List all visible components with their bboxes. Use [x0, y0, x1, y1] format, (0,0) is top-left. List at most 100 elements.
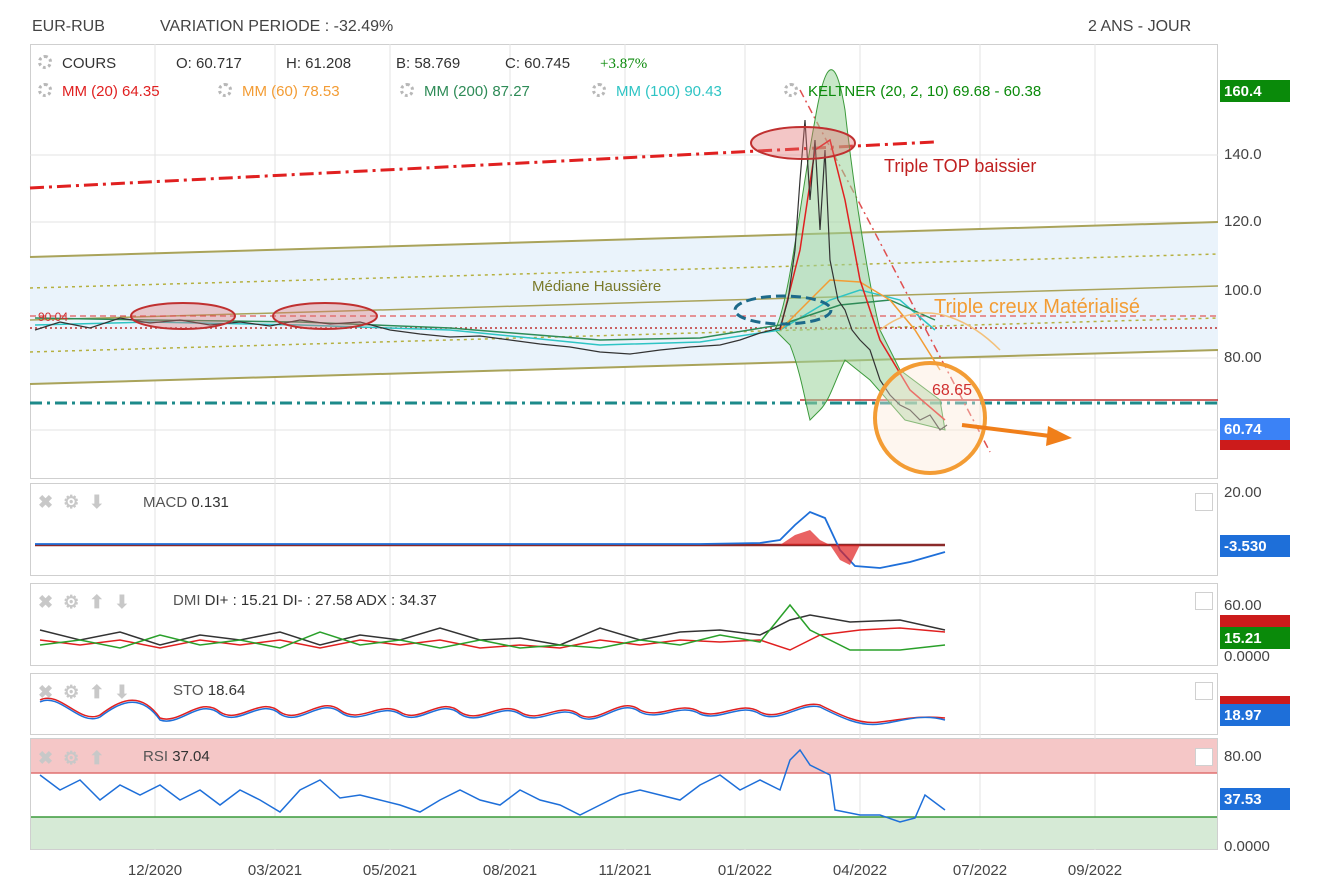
annotation-triple-top: Triple TOP baissier	[884, 156, 1037, 176]
di-minus-line	[39, 627, 946, 651]
arrow-down-icon[interactable]: ⬇	[114, 592, 130, 612]
dmi-di-minus-tag	[1220, 615, 1290, 627]
arrow-down-icon[interactable]: ⬇	[114, 682, 130, 702]
rsi-overbought-zone	[31, 739, 1217, 773]
resistance-line	[29, 140, 936, 190]
x-tick: 08/2021	[482, 862, 538, 879]
spike-base-ellipse	[733, 294, 833, 326]
rsi-label: RSI 37.04	[143, 748, 210, 765]
arrow-down-icon[interactable]: ⬇	[89, 492, 105, 512]
orange-arc	[879, 312, 1001, 351]
legend-cours[interactable]: COURS	[38, 55, 116, 72]
left-top-ellipse-2	[272, 302, 378, 330]
period-selector[interactable]: 2 ANS - JOUR	[1088, 18, 1192, 35]
sto-panel	[30, 673, 1218, 735]
arrow-up-icon[interactable]: ⬆	[89, 682, 105, 702]
gear-icon[interactable]	[38, 83, 52, 97]
dmi-panel	[30, 583, 1218, 666]
annotation-mediane: Médiane Haussière	[532, 278, 662, 295]
symbol-label: EUR-RUB	[32, 18, 105, 35]
triple-top-ellipse	[750, 126, 856, 160]
macd-line	[35, 510, 946, 569]
x-tick: 05/2021	[362, 862, 418, 879]
x-tick: 07/2022	[952, 862, 1008, 879]
variation-label: VARIATION PERIODE : -32.49%	[160, 18, 394, 35]
arrow-up-icon[interactable]: ⬆	[89, 748, 105, 768]
trend-arrow-head	[1046, 426, 1072, 446]
sto-signal	[39, 697, 946, 724]
gear-icon[interactable]: ⚙	[63, 682, 80, 702]
close-icon[interactable]: ✖	[38, 592, 54, 612]
channel-median	[29, 285, 1219, 321]
left-top-ellipse-1	[130, 302, 236, 330]
rsi-oversold-zone	[31, 817, 1217, 849]
rsi-checkbox[interactable]	[1195, 748, 1213, 766]
close-icon[interactable]: ✖	[38, 682, 54, 702]
legend-keltner[interactable]: KELTNER (20, 2, 10) 69.68 - 60.38	[784, 83, 1041, 100]
y-tick-80: 80.00	[1224, 349, 1262, 366]
macd-histogram	[780, 530, 860, 565]
channel-upper-dotted	[29, 253, 1219, 289]
gear-icon[interactable]: ⚙	[63, 492, 80, 512]
dmi-y-tick-top: 60.00	[1224, 597, 1262, 614]
price-line	[34, 119, 948, 431]
y-tick-120: 120.0	[1224, 213, 1262, 230]
gear-icon[interactable]	[784, 83, 798, 97]
gear-icon[interactable]: ⚙	[63, 592, 80, 612]
price-top-tag: 160.4	[1220, 80, 1290, 102]
macd-label: MACD 0.131	[143, 494, 229, 511]
rsi-tag: 37.53	[1220, 788, 1290, 810]
gear-icon[interactable]: ⚙	[63, 748, 80, 768]
sto-checkbox[interactable]	[1195, 682, 1213, 700]
arrow-up-icon[interactable]: ⬆	[89, 592, 105, 612]
legend-low: B: 58.769	[396, 55, 461, 72]
channel-upper	[29, 221, 1219, 258]
rsi-line	[39, 748, 946, 823]
annotation-triple-creux: Triple creux Matérialisé	[934, 296, 1140, 318]
gear-icon[interactable]	[38, 55, 52, 69]
adx-line	[39, 614, 946, 646]
y-tick-140: 140.0	[1224, 146, 1262, 163]
gear-icon[interactable]	[592, 83, 606, 97]
dmi-tag: 15.21	[1220, 627, 1290, 649]
x-tick: 01/2022	[717, 862, 773, 879]
channel-lower-dotted	[29, 317, 1219, 353]
rsi-toolbar: ✖ ⚙ ⬆	[38, 748, 114, 769]
sto-line	[39, 699, 946, 726]
macd-tag: -3.530	[1220, 535, 1290, 557]
close-icon[interactable]: ✖	[38, 748, 54, 768]
grid-lines	[30, 44, 1218, 850]
trend-arrow-line	[961, 423, 1051, 438]
legend-mm100[interactable]: MM (100) 90.43	[592, 83, 722, 100]
macd-panel	[30, 483, 1218, 576]
gear-icon[interactable]	[218, 83, 232, 97]
triple-creux-circle	[873, 361, 987, 475]
sto-label: STO 18.64	[173, 682, 246, 699]
x-tick: 09/2022	[1067, 862, 1123, 879]
legend-mm200[interactable]: MM (200) 87.27	[400, 83, 530, 100]
macd-checkbox[interactable]	[1195, 493, 1213, 511]
x-tick: 03/2021	[247, 862, 303, 879]
x-tick: 12/2020	[127, 862, 183, 879]
legend-change: +3.87%	[600, 56, 648, 72]
keltner-cloud	[774, 69, 946, 431]
legend-mm60[interactable]: MM (60) 78.53	[218, 83, 340, 100]
macd-y-tick: 20.00	[1224, 484, 1262, 501]
gear-icon[interactable]	[400, 83, 414, 97]
dmi-y-tick-bottom: 0.0000	[1224, 648, 1270, 665]
channel-lower	[29, 349, 1219, 385]
price-last-tag: 60.74	[1220, 418, 1290, 440]
legend-open: O: 60.717	[176, 55, 242, 72]
x-tick: 04/2022	[832, 862, 888, 879]
legend-mm20[interactable]: MM (20) 64.35	[38, 83, 160, 100]
sto-toolbar: ✖ ⚙ ⬆ ⬇	[38, 682, 139, 703]
dmi-checkbox[interactable]	[1195, 592, 1213, 610]
legend-high: H: 61.208	[286, 55, 352, 72]
rsi-y-tick-bottom: 0.0000	[1224, 838, 1270, 855]
dmi-toolbar: ✖ ⚙ ⬆ ⬇	[38, 592, 139, 613]
mm200-line	[34, 299, 936, 341]
annotation-level: 68.65	[932, 382, 973, 399]
sto-tag: 18.97	[1220, 704, 1290, 726]
close-icon[interactable]: ✖	[38, 492, 54, 512]
